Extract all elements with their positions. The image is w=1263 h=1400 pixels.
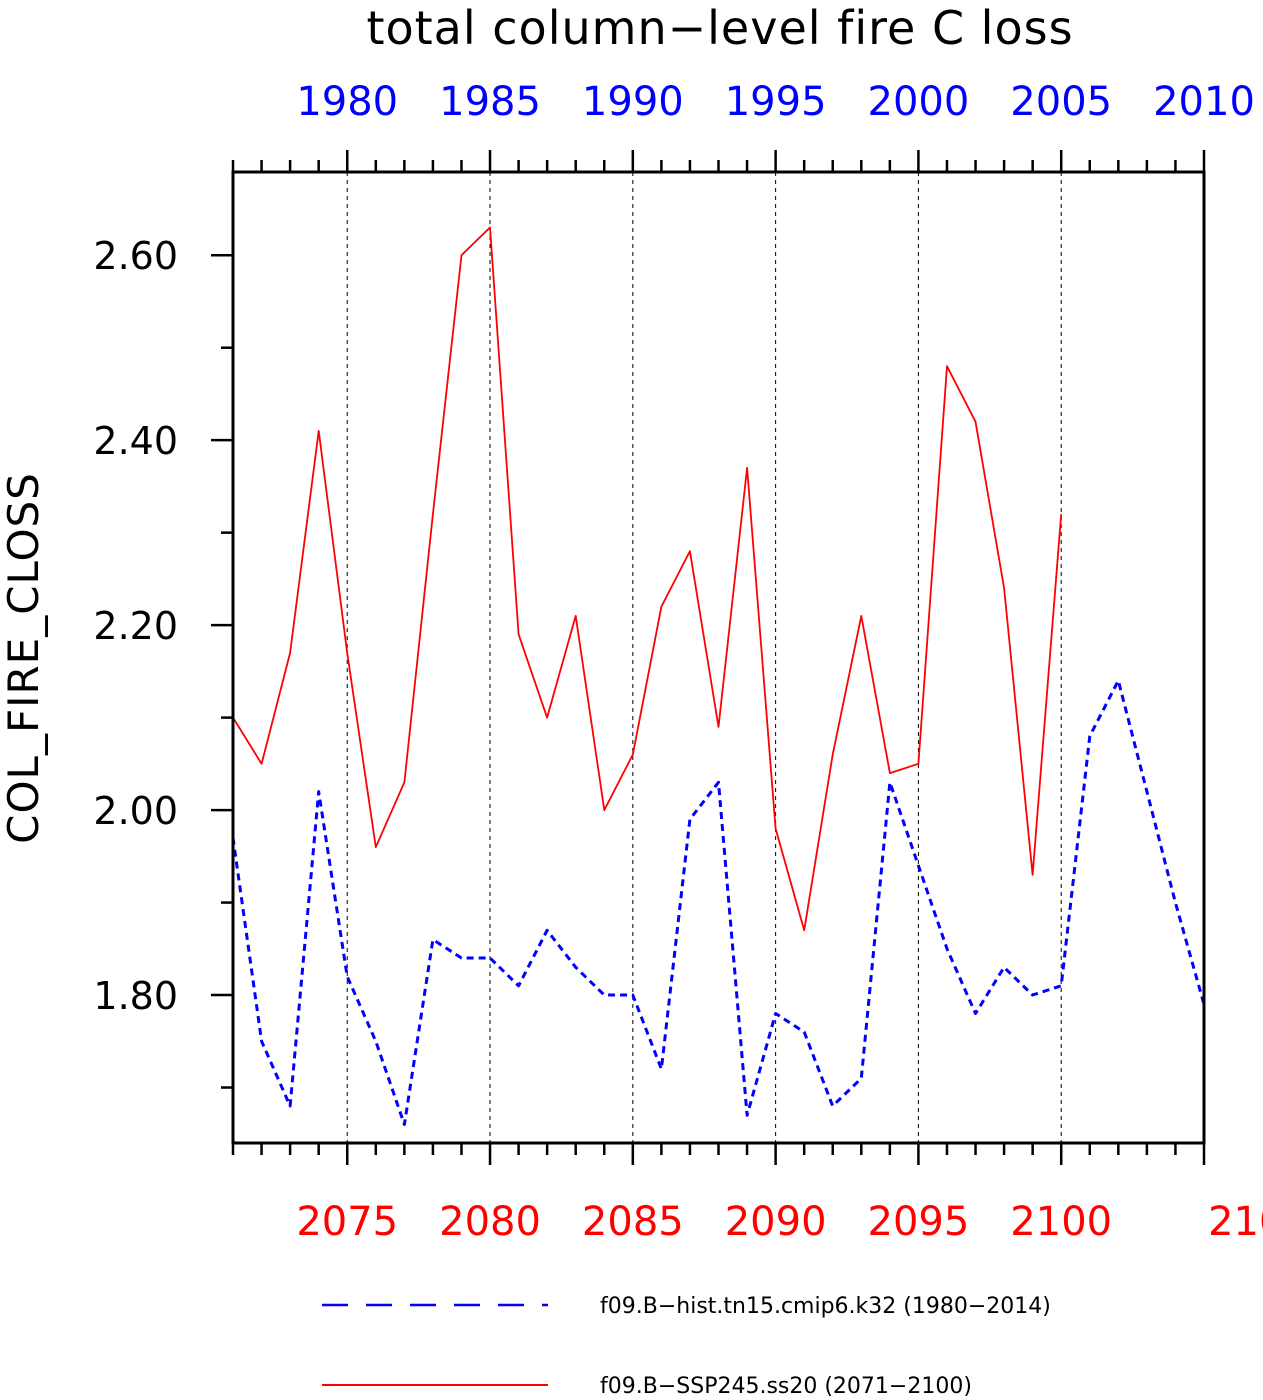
plot-frame <box>231 170 1206 1145</box>
top-tick-label: 1985 <box>439 79 541 125</box>
y-tick-label: 2.20 <box>93 604 178 648</box>
y-tick-label: 2.40 <box>93 419 178 463</box>
bottom-tick-label: 2085 <box>582 1199 684 1245</box>
y-tick-label: 2.60 <box>93 234 178 278</box>
y-axis-label: COL_FIRE_CLOSS <box>0 472 48 844</box>
top-tick-label: 2000 <box>868 79 970 125</box>
top-tick-label: 1980 <box>296 79 398 125</box>
legend: f09.B−hist.tn15.cmip6.k32 (1980−2014) f0… <box>322 1294 1051 1399</box>
top-tick-label: 2005 <box>1010 79 1112 125</box>
chart-title: total column−level fire C loss <box>366 1 1073 55</box>
bottom-axis: 2075 2080 2085 2090 2095 2100 2105 <box>231 1143 1263 1245</box>
y-axis: 1.80 2.00 2.20 2.40 2.60 <box>93 234 233 1089</box>
bottom-tick-label: 2080 <box>439 1199 541 1245</box>
top-tick-label: 1990 <box>582 79 684 125</box>
series-line-1 <box>233 226 1063 932</box>
legend-label-hist: f09.B−hist.tn15.cmip6.k32 (1980−2014) <box>600 1294 1051 1319</box>
y-tick-label: 1.80 <box>93 974 178 1018</box>
bottom-tick-label: 2095 <box>868 1199 970 1245</box>
bottom-tick-label: 2090 <box>725 1199 827 1245</box>
legend-label-ssp245: f09.B−SSP245.ss20 (2071−2100) <box>600 1374 972 1399</box>
bottom-tick-label: 2105 <box>1208 1199 1263 1245</box>
top-tick-label: 2010 <box>1153 79 1255 125</box>
top-axis: 1980 1985 1990 1995 2000 2005 2010 <box>231 79 1255 172</box>
bottom-tick-label: 2100 <box>1010 1199 1112 1245</box>
series-line-0 <box>233 679 1204 1126</box>
y-tick-label: 2.00 <box>93 789 178 833</box>
series-layer <box>233 226 1204 1126</box>
top-tick-label: 1995 <box>725 79 827 125</box>
bottom-tick-label: 2075 <box>296 1199 398 1245</box>
